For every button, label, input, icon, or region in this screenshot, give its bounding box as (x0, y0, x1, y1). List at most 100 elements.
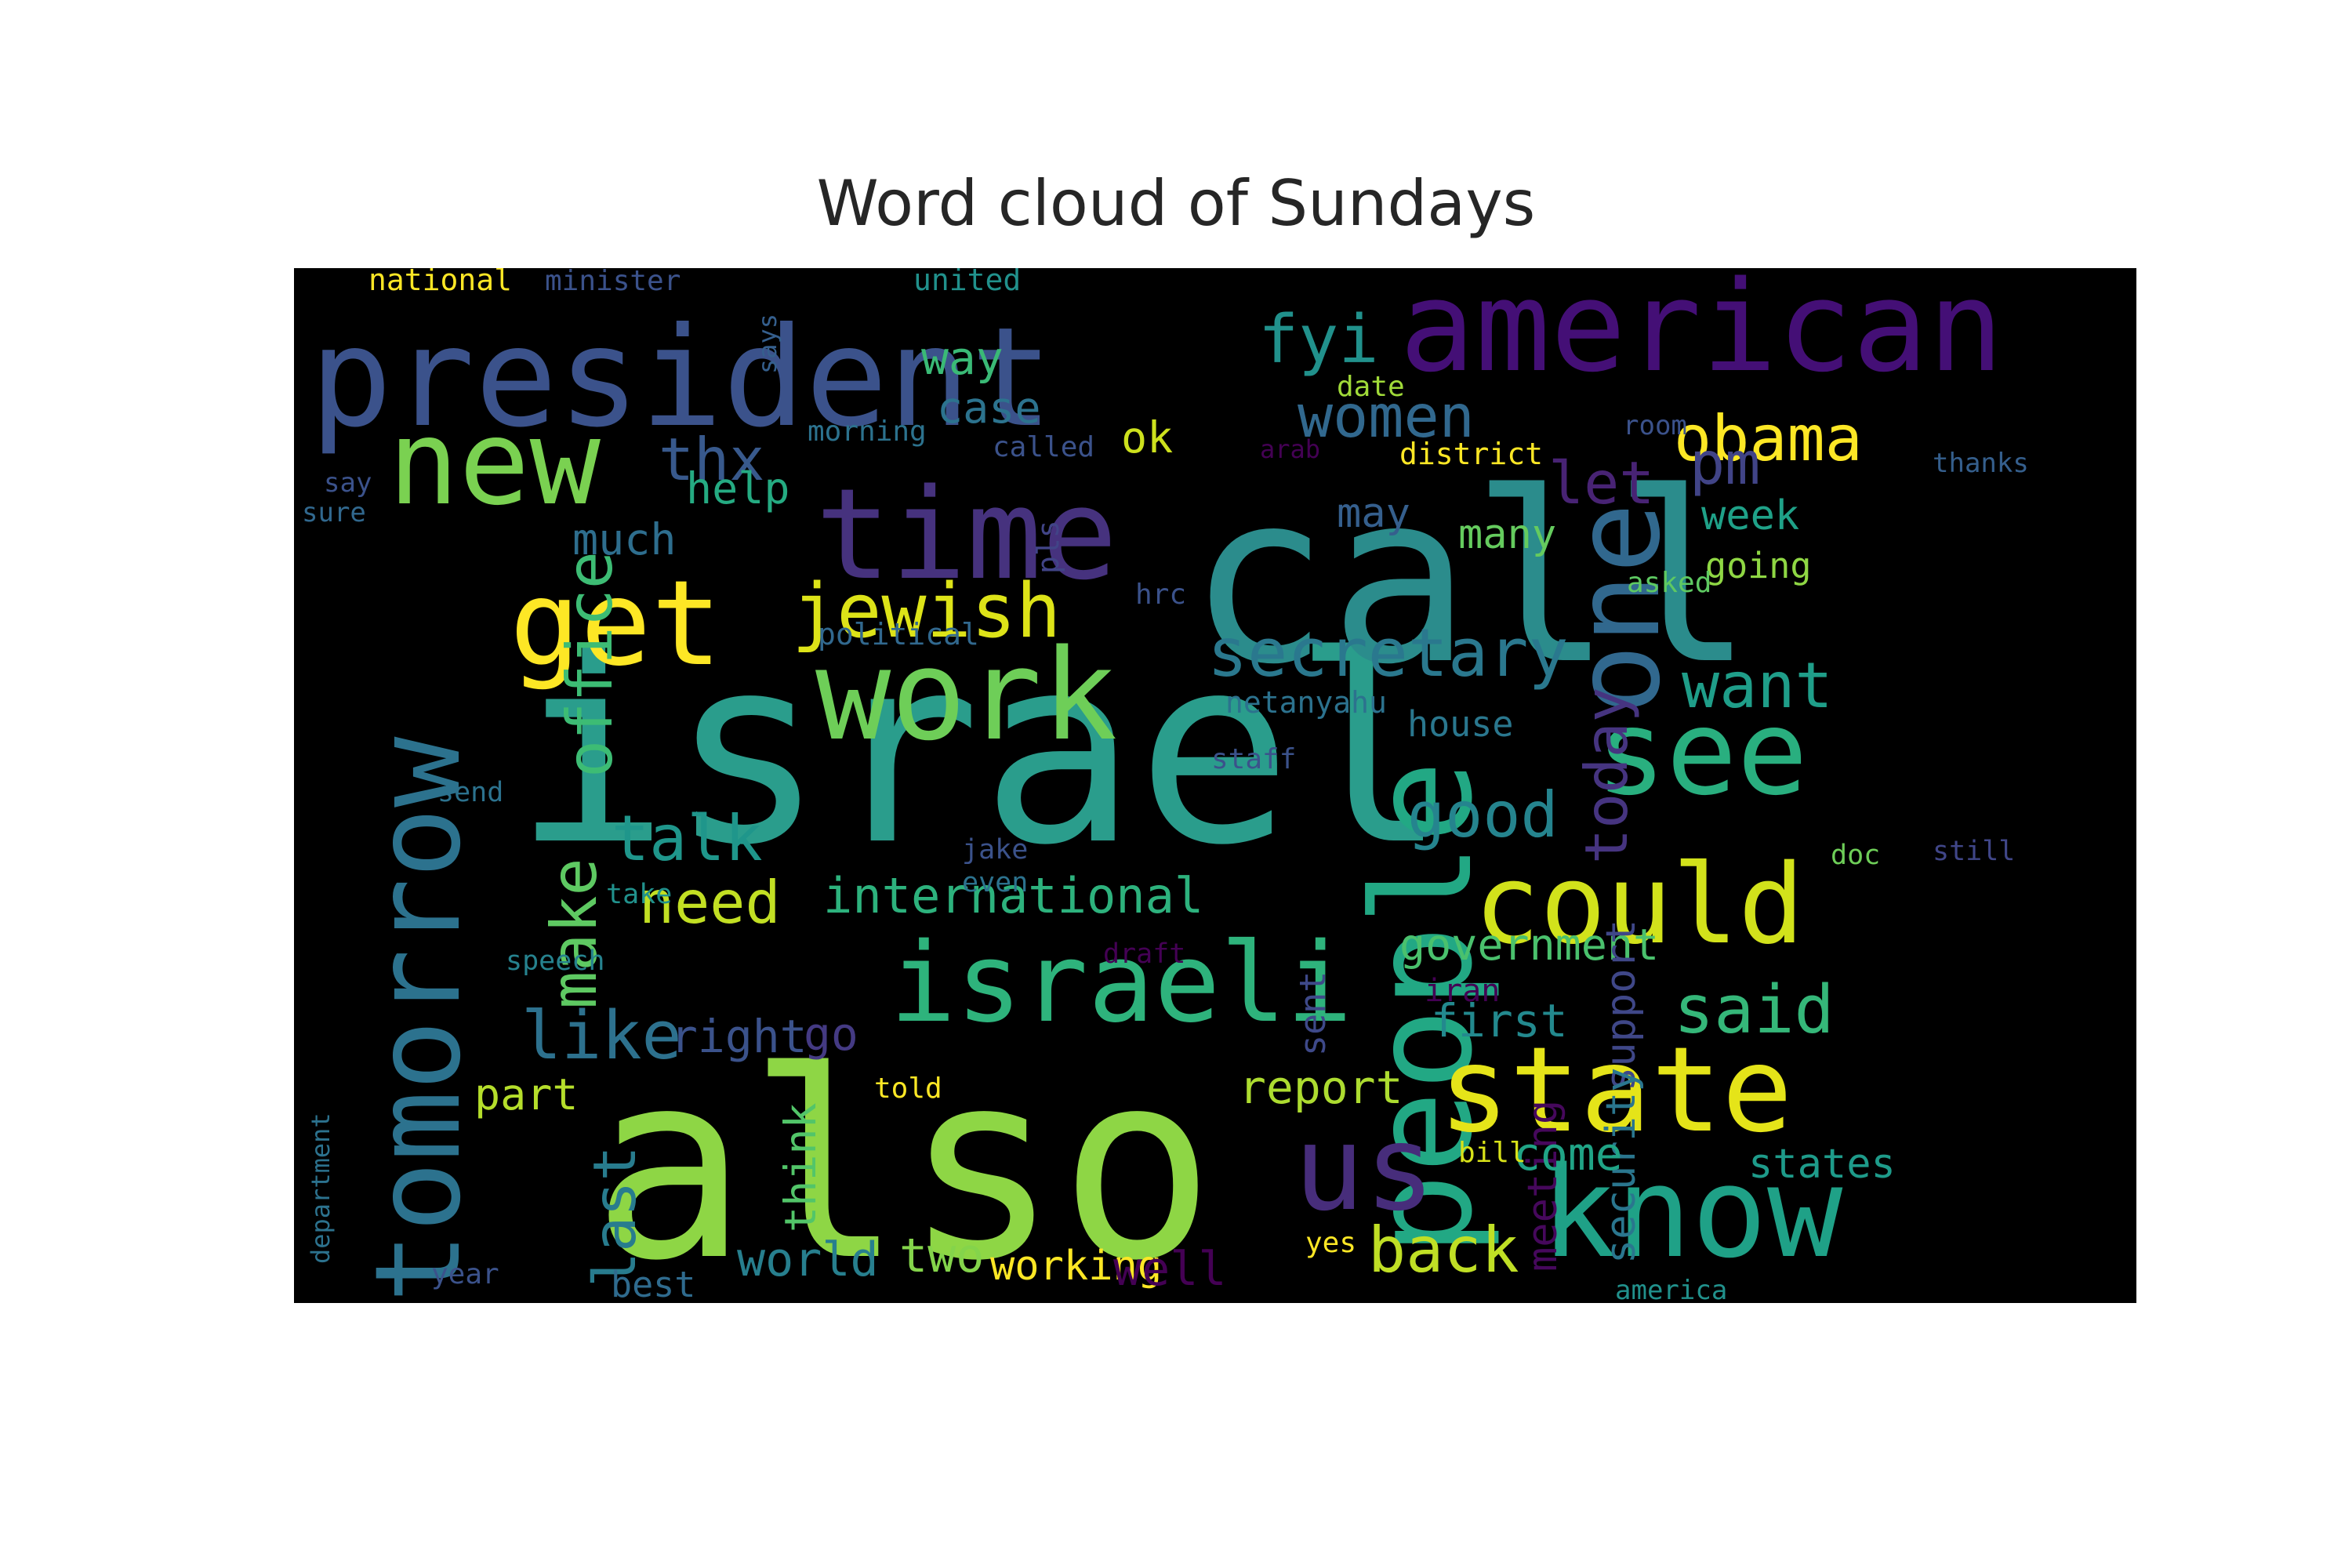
word-year: year (431, 1258, 499, 1290)
word-people: people (1344, 760, 1503, 1256)
word-united: united (913, 268, 1021, 297)
word-president: president (310, 299, 1053, 458)
word-come: come (1513, 1127, 1623, 1181)
word-government: government (1399, 920, 1659, 970)
word-asked: asked (1627, 567, 1711, 599)
word-send: send (437, 777, 503, 808)
word-talk: talk (612, 802, 763, 875)
word-department: department (306, 1112, 336, 1264)
word-support: support (1598, 920, 1645, 1091)
word-pm: pm (1690, 429, 1760, 498)
word-good: good (1407, 779, 1559, 851)
word-political: political (818, 617, 979, 652)
word-make: make (538, 858, 611, 1009)
word-tomorrow: tomorrow (350, 736, 487, 1303)
word-first: first (1431, 994, 1568, 1047)
word-back: back (1368, 1214, 1519, 1287)
word-says: says (753, 314, 782, 374)
word-state: state (1439, 1022, 1793, 1159)
word-take: take (606, 879, 672, 910)
word-jake: jake (962, 834, 1028, 866)
word-minister: minister (545, 268, 681, 297)
word-america: america (1615, 1275, 1727, 1303)
word-well: well (1113, 1242, 1227, 1297)
word-jewish: jewish (792, 568, 1061, 655)
word-told: told (874, 1073, 942, 1105)
word-say: say (324, 467, 372, 499)
word-draft: draft (1103, 938, 1185, 970)
word-date: date (1337, 371, 1405, 403)
chart-title: Word cloud of Sundays (816, 167, 1536, 240)
word-security: security (1598, 1068, 1645, 1264)
word-today: today (1572, 687, 1641, 864)
word-national: national (368, 268, 512, 297)
word-meeting: meeting (1519, 1100, 1566, 1272)
word-want: want (1682, 649, 1833, 722)
word-know: know (1541, 1139, 1843, 1286)
word-arab: arab (1260, 434, 1320, 464)
word-think: think (775, 1102, 826, 1232)
word-two: two (899, 1229, 984, 1283)
word-new: new (388, 395, 601, 532)
word-netanyahu: netanyahu (1225, 685, 1387, 720)
word-hrc: hrc (1135, 579, 1186, 611)
word-obama: obama (1674, 402, 1863, 475)
word-iran: iran (1425, 973, 1500, 1009)
word-secretary: secretary (1207, 615, 1569, 692)
word-much: much (572, 514, 676, 564)
word-morning: morning (808, 416, 927, 448)
word-help: help (686, 463, 789, 514)
word-last: last (580, 1145, 649, 1287)
word-israel: israel (514, 601, 1448, 902)
word-us: us (1294, 1101, 1436, 1237)
word-may: may (1337, 490, 1410, 537)
word-sure: sure (302, 497, 366, 528)
word-let: let (1548, 448, 1654, 517)
word-one: one (1550, 503, 1686, 715)
word-staff: staff (1211, 743, 1296, 775)
word-go: go (804, 1007, 858, 1061)
word-working: working (990, 1243, 1162, 1290)
word-cloud-background (294, 268, 2136, 1303)
word-room: room (1623, 410, 1687, 441)
word-case: case (937, 383, 1040, 433)
word-many: many (1458, 511, 1556, 558)
word-pls: pls (1031, 520, 1065, 574)
word-also: also (592, 1016, 1215, 1303)
word-still: still (1933, 836, 2015, 867)
word-thanks: thanks (1933, 448, 2029, 479)
word-women: women (1298, 382, 1475, 451)
word-district: district (1399, 437, 1543, 471)
word-thx: thx (659, 425, 764, 494)
word-speech: speech (506, 946, 604, 977)
word-best: best (611, 1264, 695, 1303)
word-like: like (521, 997, 682, 1075)
word-israeli: israeli (890, 920, 1352, 1047)
word-american: american (1399, 268, 2004, 400)
word-time: time (815, 461, 1117, 608)
word-fyi: fyi (1258, 301, 1379, 379)
word-right: right (670, 1010, 808, 1063)
word-need: need (639, 868, 781, 937)
word-ok: ok (1121, 412, 1173, 463)
word-part: part (474, 1069, 578, 1120)
word-report: report (1239, 1061, 1403, 1114)
word-see: see (1595, 685, 1808, 822)
word-call: call (1188, 442, 1754, 716)
word-said: said (1674, 971, 1835, 1049)
word-house: house (1407, 703, 1513, 745)
word-doc: doc (1831, 840, 1880, 871)
word-yes: yes (1305, 1227, 1356, 1259)
word-called: called (993, 431, 1094, 463)
word-way: way (921, 332, 1004, 385)
word-week: week (1701, 492, 1799, 539)
word-states: states (1748, 1141, 1896, 1188)
word-office: office (554, 551, 626, 778)
word-work: work (815, 622, 1117, 768)
word-sent: sent (1292, 971, 1334, 1056)
word-could: could (1474, 841, 1804, 969)
word-bill: bill (1458, 1137, 1526, 1169)
word-going: going (1705, 545, 1811, 586)
